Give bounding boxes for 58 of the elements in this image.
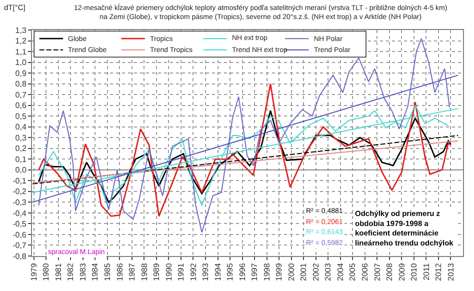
x-tick-label: 2011: [422, 262, 431, 280]
x-tick-label: 2007: [372, 262, 382, 281]
y-tick-label: 0,2: [15, 144, 27, 154]
x-tick-label: 1996: [238, 262, 247, 281]
y-tick-label: -0,8: [12, 252, 27, 261]
y-tick-label: 1,3: [15, 26, 27, 35]
x-tick-label: 1983: [78, 262, 88, 281]
x-tick-label: 1998: [262, 262, 272, 281]
y-tick-label: -0,7: [12, 241, 27, 250]
y-tick-label: 0,5: [15, 112, 27, 121]
y-tick-label: 0,8: [15, 80, 27, 89]
x-tick-label: 1993: [201, 262, 210, 281]
x-tick-label: 2010: [410, 262, 419, 281]
x-tick-label: 2005: [348, 262, 358, 281]
x-tick-label: 1981: [54, 262, 63, 281]
x-tick-label: 1991: [176, 262, 186, 281]
x-tick-label: 2013: [446, 262, 456, 281]
x-tick-label: 1980: [42, 262, 51, 281]
y-tick-label: -0,5: [12, 220, 27, 229]
x-tick-label: 2003: [324, 262, 333, 281]
y-tick-label: 0,3: [15, 133, 27, 142]
x-tick-label: 1990: [164, 262, 174, 281]
x-tick-label: 1988: [140, 262, 149, 281]
x-tick-label: 1992: [188, 262, 198, 281]
y-tick-label: 0,7: [15, 90, 27, 100]
y-tick-label: 0,1: [15, 154, 27, 164]
x-tick-label: 2002: [311, 262, 320, 281]
x-tick-label: 2012: [434, 262, 444, 281]
x-tick-label: 1985: [103, 262, 112, 281]
x-tick-label: 1995: [226, 262, 235, 281]
y-tick-label: -0,1: [12, 176, 27, 186]
y-tick-label: 1,0: [15, 58, 27, 68]
y-tick-label: 0,4: [15, 122, 27, 132]
y-tick-label: -0,4: [12, 208, 27, 218]
y-tick-label: 1,2: [15, 36, 27, 46]
x-tick-label: 1987: [128, 262, 137, 281]
y-tick-label: 1,1: [15, 47, 27, 56]
x-tick-label: 2006: [360, 262, 370, 281]
line-series: [38, 83, 452, 217]
x-tick-label: 1984: [90, 262, 100, 281]
x-tick-label: 1994: [213, 262, 222, 281]
x-tick-label: 2008: [385, 262, 394, 281]
y-tick-label: -0,2: [12, 187, 27, 196]
x-tick-label: 1989: [152, 262, 162, 281]
y-tick-label: 0,9: [15, 68, 27, 78]
x-tick-label: 2009: [397, 262, 406, 281]
x-tick-label: 2001: [299, 262, 308, 281]
x-tick-label: 1999: [274, 262, 284, 281]
x-tick-label: 1997: [250, 262, 260, 281]
y-tick-label: -0,3: [12, 198, 27, 207]
y-tick-label: -0,6: [12, 230, 27, 240]
y-tick-label: 0,6: [15, 101, 27, 110]
x-tick-label: 1986: [115, 262, 124, 281]
x-tick-label: 2000: [286, 262, 296, 281]
y-tick-label: 0,0: [15, 166, 27, 175]
x-tick-label: 1982: [66, 262, 76, 281]
x-tick-label: 2004: [336, 262, 345, 281]
x-tick-label: 1979: [29, 262, 38, 281]
